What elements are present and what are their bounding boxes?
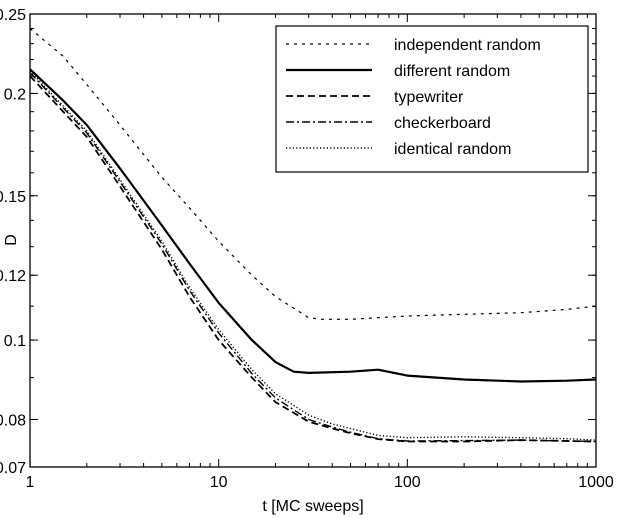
series-line-typewriter bbox=[29, 75, 597, 443]
y-tick-label: 0.25 bbox=[0, 7, 26, 24]
legend: independent random different random typewr… bbox=[275, 25, 589, 173]
series-line-checkerboard bbox=[29, 72, 597, 443]
y-tick-label: 0.07 bbox=[0, 460, 26, 477]
legend-label: typewriter bbox=[394, 89, 464, 106]
legend-label: different random bbox=[394, 63, 510, 80]
y-tick-label: 0.2 bbox=[4, 86, 26, 103]
legend-label: identical random bbox=[394, 141, 511, 158]
x-tick-label: 1000 bbox=[578, 474, 614, 491]
x-axis-label: t [MC sweeps] bbox=[262, 498, 363, 515]
y-tick-label: 0.15 bbox=[0, 189, 26, 206]
series-line-independent-random bbox=[29, 28, 597, 320]
legend-label: independent random bbox=[394, 37, 541, 54]
y-axis: 0.07 0.08 0.1 0.12 0.15 0.2 0.25 bbox=[0, 7, 596, 477]
y-tick-label: 0.1 bbox=[4, 333, 26, 350]
y-tick-label: 0.08 bbox=[0, 412, 26, 429]
x-tick-label: 10 bbox=[210, 474, 228, 491]
series-lines bbox=[29, 28, 597, 443]
x-axis: 1 10 100 1000 bbox=[26, 14, 614, 491]
y-tick-label: 0.12 bbox=[0, 268, 26, 285]
plot-frame bbox=[29, 13, 597, 468]
x-tick-label: 1 bbox=[26, 474, 35, 491]
legend-label: checkerboard bbox=[394, 115, 491, 132]
series-line-different-random bbox=[29, 68, 597, 383]
x-tick-label: 100 bbox=[394, 474, 421, 491]
y-axis-label: D bbox=[3, 234, 20, 246]
